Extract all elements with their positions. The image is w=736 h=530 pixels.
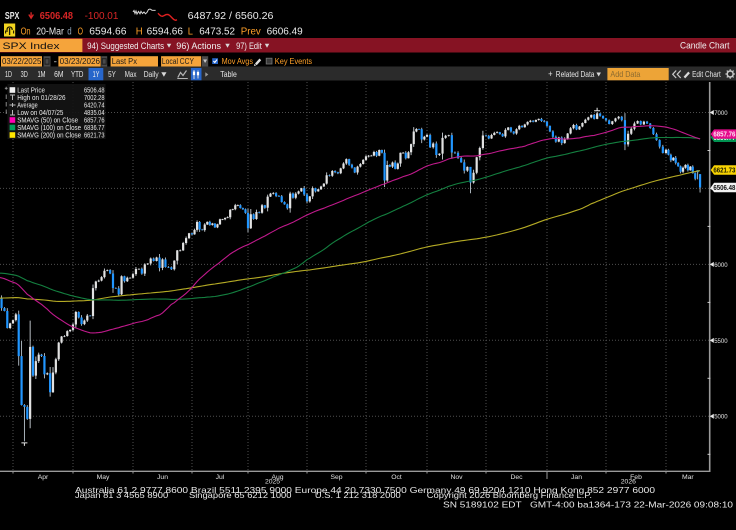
svg-text:97) Edit: 97) Edit [236,41,262,52]
svg-text:Feb: Feb [630,474,642,481]
svg-text:High on 01/28/26: High on 01/28/26 [17,95,65,102]
svg-text:6506.48: 6506.48 [84,88,105,95]
svg-text:SMAVG (100) on Close: SMAVG (100) on Close [17,125,81,132]
svg-text:SPX Index: SPX Index [3,41,60,52]
svg-text:6836.77: 6836.77 [84,125,105,132]
svg-text:5000: 5000 [714,414,728,421]
svg-text:Dec: Dec [510,474,523,481]
svg-text:7000: 7000 [714,110,728,117]
svg-text:4835.04: 4835.04 [84,110,105,117]
svg-text:Jun: Jun [157,474,168,481]
svg-text:6621.73: 6621.73 [84,133,105,140]
svg-text:2025: 2025 [265,479,280,486]
svg-text:Jul: Jul [216,474,225,481]
svg-text:-: - [54,57,58,66]
svg-text:7002.28: 7002.28 [84,95,105,102]
svg-text:6857.76: 6857.76 [713,130,735,139]
svg-text:1M: 1M [37,69,45,79]
svg-text:5500: 5500 [714,338,728,345]
svg-text:On: On [21,27,31,38]
svg-text:SN 5189102 EDT GMT-4:00 ba13: SN 5189102 EDT GMT-4:00 ba1364-173 22-Ma… [443,500,733,510]
svg-text:1D: 1D [5,69,12,79]
svg-text:Max: Max [125,69,137,79]
svg-text:Mar: Mar [682,474,694,481]
svg-text:6506.48: 6506.48 [40,11,74,22]
svg-text:6594.66: 6594.66 [147,27,184,38]
svg-text:6000: 6000 [714,262,728,269]
svg-text:SMAVG (50) on Close: SMAVG (50) on Close [17,118,78,125]
svg-text:Related Data: Related Data [556,69,595,79]
svg-text:H: H [136,27,143,38]
svg-text:Candle Chart: Candle Chart [680,41,730,52]
svg-text:Key Events: Key Events [275,57,312,66]
svg-text:1Y: 1Y [93,69,100,79]
svg-text:5Y: 5Y [108,69,116,79]
svg-text:YTD: YTD [71,69,84,79]
svg-text:Low on 04/07/25: Low on 04/07/25 [17,110,63,117]
svg-text:6621.73: 6621.73 [713,166,735,175]
svg-text:d: d [67,27,71,38]
svg-text:+: + [548,69,553,79]
svg-text:SPX: SPX [5,11,20,22]
svg-text:Japan 81 3 4565 8900 Si: Japan 81 3 4565 8900 Singapore 65 6212 1… [75,490,592,500]
svg-text:L: L [188,27,194,38]
svg-text:Nov: Nov [450,474,463,481]
svg-text:Last Price: Last Price [17,88,45,95]
svg-text:6420.74: 6420.74 [84,103,105,110]
svg-text:Mov Avgs: Mov Avgs [222,57,253,66]
svg-text:3D: 3D [21,69,28,79]
svg-text:SMAVG (200) on Close: SMAVG (200) on Close [17,133,81,140]
svg-text:Last Px: Last Px [112,57,137,66]
svg-text:Daily: Daily [144,69,160,79]
svg-text:6506.48: 6506.48 [713,183,735,192]
svg-text:2026: 2026 [621,479,636,486]
svg-text:6M: 6M [54,69,63,79]
svg-text:20-Mar: 20-Mar [36,27,64,38]
svg-text:6487.92 / 6560.26: 6487.92 / 6560.26 [188,11,274,22]
svg-text:Edit Chart: Edit Chart [692,69,721,79]
svg-text:O: O [78,27,84,38]
svg-text:6594.66: 6594.66 [89,27,127,38]
svg-text:Add Data: Add Data [610,69,640,79]
svg-text:Local CCY: Local CCY [162,57,195,66]
svg-text:Average: Average [17,103,38,110]
svg-text:Australia 61 2 9777 8600 Brazi: Australia 61 2 9777 8600 Brazil 5511 239… [75,485,655,495]
svg-text:6857.76: 6857.76 [84,118,105,125]
svg-text:6473.52: 6473.52 [199,27,235,38]
svg-text:Oct: Oct [391,474,402,481]
svg-text:03/22/2025: 03/22/2025 [2,57,42,66]
svg-text:-100.01: -100.01 [85,11,119,22]
svg-text:May: May [97,474,110,481]
svg-text:Sep: Sep [330,474,342,481]
svg-text:Jan: Jan [571,474,582,481]
svg-text:96) Actions: 96) Actions [176,41,221,52]
svg-text:94) Suggested Charts: 94) Suggested Charts [87,41,164,52]
svg-text:Table: Table [220,69,237,79]
svg-text:03/23/2026: 03/23/2026 [60,57,101,66]
svg-text:Apr: Apr [38,474,49,481]
svg-text:Aug: Aug [271,474,283,481]
svg-text:6606.49: 6606.49 [267,27,304,38]
svg-text:Prev: Prev [241,27,261,38]
